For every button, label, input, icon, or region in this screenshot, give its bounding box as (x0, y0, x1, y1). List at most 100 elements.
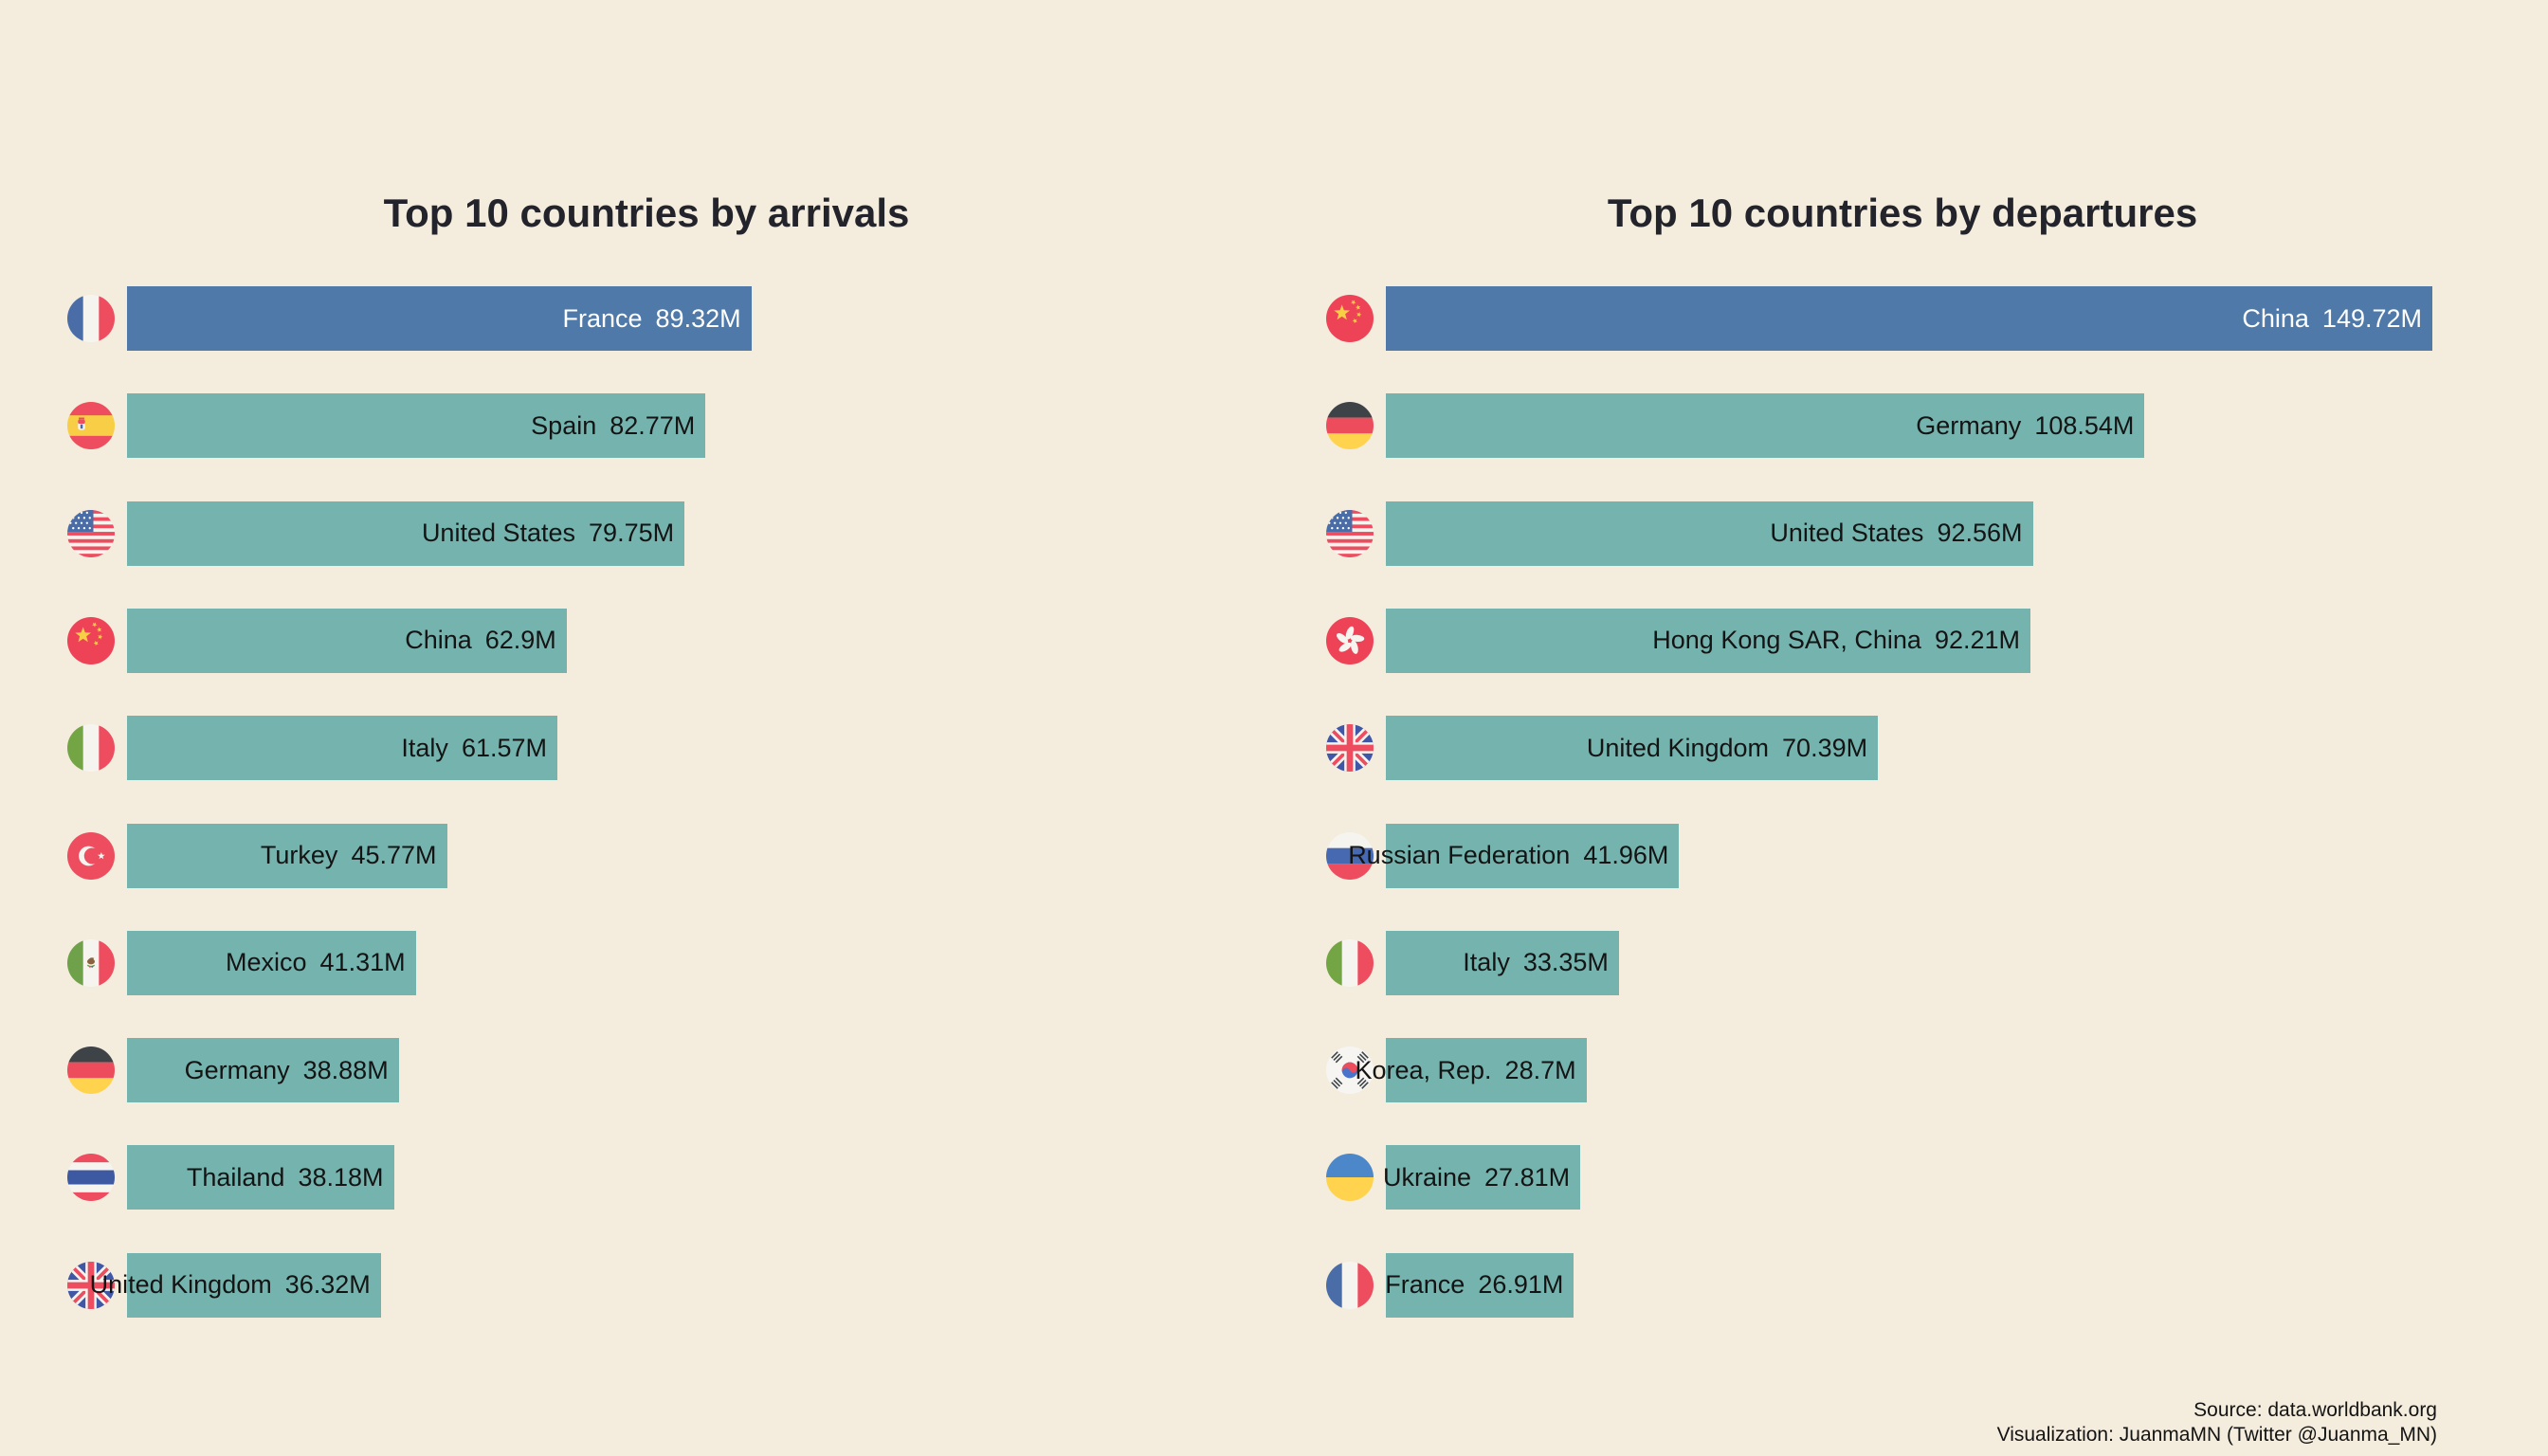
flag-spain-icon (67, 402, 115, 450)
value-bar: Russian Federation 41.96M (1348, 823, 1680, 888)
bar-label: France 26.91M (1385, 1272, 1563, 1298)
country-label: Korea, Rep. (1355, 1055, 1492, 1084)
source-line: Source: data.worldbank.org (2193, 1399, 2437, 1421)
flag-france-icon (67, 295, 115, 342)
value-label: 41.96M (1583, 841, 1669, 869)
value-label: 41.31M (319, 948, 406, 977)
bar-label: Turkey 45.77M (261, 843, 437, 868)
value-label: 149.72M (2321, 303, 2422, 333)
value-bar: United States 79.75M (127, 500, 685, 566)
value-label: 92.56M (1937, 519, 2023, 548)
value-bar: Mexico 41.31M (127, 930, 416, 995)
value-label: 38.18M (298, 1162, 384, 1192)
country-label: United Kingdom (1586, 733, 1770, 762)
bar-label: Spain 82.77M (531, 410, 696, 440)
country-label: France (562, 303, 643, 333)
bar-label: France 89.32M (562, 303, 741, 333)
country-label: Turkey (260, 841, 338, 869)
bar-label: Korea, Rep. 28.7M (1355, 1055, 1576, 1084)
bar-label: Italy 61.57M (401, 733, 547, 762)
value-label: 33.35M (1522, 948, 1609, 977)
value-label: 28.7M (1504, 1055, 1576, 1084)
flag-italy-icon (1326, 938, 1374, 987)
value-label: 82.77M (610, 410, 696, 440)
value-bar: France 26.91M (1385, 1252, 1574, 1318)
country-label: United Kingdom (89, 1270, 272, 1300)
country-label: Germany (1916, 410, 2022, 440)
value-bar: Hong Kong SAR, China 92.21M (1386, 608, 2030, 673)
flag-usa-icon (67, 509, 115, 557)
value-bar: Ukraine 27.81M (1382, 1145, 1581, 1210)
country-label: Russian Federation (1348, 841, 1571, 869)
source-credit: Source: data.worldbank.org Visualization… (1997, 1398, 2437, 1447)
flag-china-icon (67, 616, 115, 664)
value-bar: China 149.72M (1386, 286, 2432, 351)
flag-korea-icon (1326, 1046, 1374, 1095)
value-label: 61.57M (461, 733, 547, 762)
flag-mexico-icon (67, 938, 115, 987)
bar-label: United Kingdom 36.32M (90, 1272, 371, 1298)
country-label: Germany (184, 1055, 290, 1084)
bar-label: Germany 108.54M (1916, 410, 2135, 440)
departures-title: Top 10 countries by departures (1607, 191, 2198, 235)
country-label: China (405, 626, 472, 655)
flag-france-icon (1326, 1261, 1374, 1309)
flag-china-icon (1326, 295, 1374, 342)
value-label: 92.21M (1934, 626, 2020, 655)
flag-germany-icon (1326, 402, 1374, 450)
bar-label: United States 79.75M (422, 520, 674, 546)
value-bar: Italy 61.57M (127, 716, 557, 781)
value-bar: United Kingdom 36.32M (90, 1252, 381, 1318)
arrivals-title: Top 10 countries by arrivals (383, 191, 910, 235)
country-label: Thailand (186, 1162, 285, 1192)
flag-germany-icon (67, 1046, 115, 1095)
value-label: 108.54M (2034, 410, 2135, 440)
country-label: China (2242, 303, 2309, 333)
bar-label: Hong Kong SAR, China 92.21M (1652, 628, 2020, 653)
bar-label: Ukraine 27.81M (1382, 1162, 1571, 1192)
value-bar: Thailand 38.18M (127, 1145, 394, 1210)
flag-turkey-icon (67, 831, 115, 880)
country-label: Hong Kong SAR, China (1652, 626, 1921, 655)
country-label: Italy (1463, 948, 1510, 977)
value-bar: Spain 82.77M (127, 393, 706, 459)
value-bar: United States 92.56M (1386, 500, 2033, 566)
flag-italy-icon (67, 724, 115, 773)
value-bar: Germany 38.88M (127, 1038, 399, 1103)
bar-label: United States 92.56M (1770, 520, 2022, 546)
value-label: 79.75M (589, 519, 675, 548)
country-label: France (1385, 1270, 1465, 1300)
value-bar: Italy 33.35M (1386, 930, 1619, 995)
country-label: United States (1770, 519, 1924, 548)
value-label: 26.91M (1478, 1270, 1564, 1300)
value-bar: France 89.32M (127, 286, 752, 351)
visualization-line: Visualization: JuanmaMN (Twitter @Juanma… (1996, 1424, 2437, 1446)
bar-label: Thailand 38.18M (186, 1162, 384, 1192)
country-label: Ukraine (1382, 1162, 1472, 1192)
flag-usa-icon (1326, 509, 1374, 557)
value-label: 70.39M (1782, 733, 1868, 762)
value-bar: Turkey 45.77M (127, 823, 447, 888)
flag-uk-icon (67, 1261, 115, 1309)
bar-label: Germany 38.88M (184, 1055, 389, 1084)
value-bar: China 62.9M (127, 608, 567, 673)
country-label: United States (421, 519, 576, 548)
bar-label: Russian Federation 41.96M (1348, 843, 1668, 868)
bar-label: Mexico 41.31M (226, 950, 406, 975)
flag-russia-icon (1326, 831, 1374, 880)
value-label: 89.32M (655, 303, 741, 333)
bar-label: United Kingdom 70.39M (1586, 733, 1868, 762)
flag-ukraine-icon (1326, 1154, 1374, 1202)
bar-label: China 62.9M (405, 628, 556, 653)
flag-hongkong-icon (1326, 616, 1374, 664)
flag-thailand-icon (67, 1154, 115, 1202)
value-bar: Korea, Rep. 28.7M (1355, 1038, 1587, 1103)
value-bar: Germany 108.54M (1386, 393, 2145, 459)
value-label: 38.88M (302, 1055, 389, 1084)
value-label: 36.32M (284, 1270, 371, 1300)
flag-uk-icon (1326, 724, 1374, 773)
value-label: 27.81M (1484, 1162, 1571, 1192)
country-label: Italy (401, 733, 448, 762)
bar-label: China 149.72M (2242, 303, 2422, 333)
